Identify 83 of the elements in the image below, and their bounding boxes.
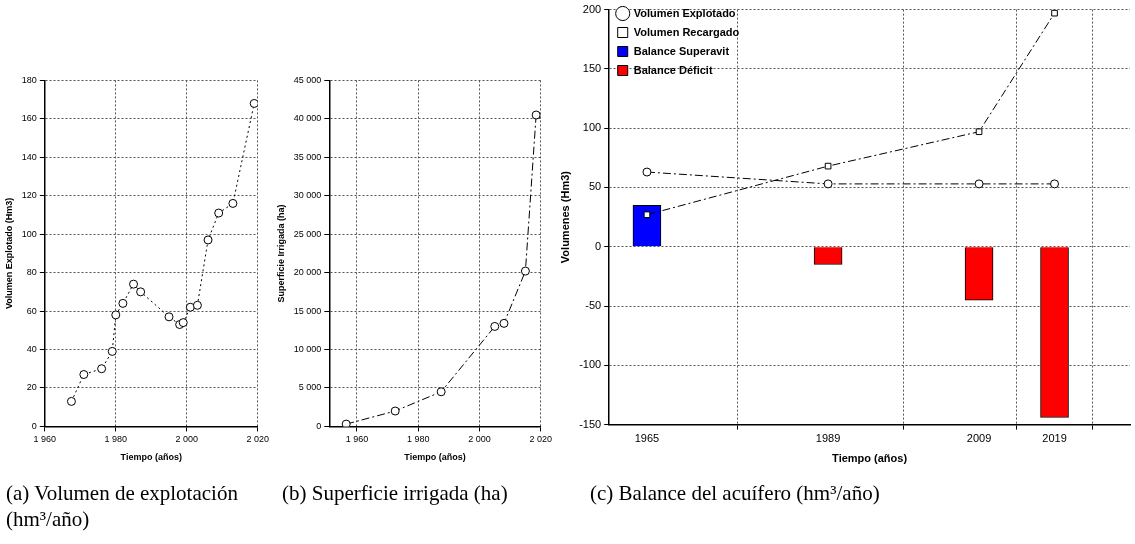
y-tick-label: 30 000 [293, 190, 322, 201]
y-tick-label: 10 000 [293, 344, 322, 354]
text: (c) Balance del acuífero (hm³/año) [590, 480, 881, 506]
y-tick-label: 140 [21, 151, 37, 162]
y-tick-label: 0 [595, 239, 602, 252]
y-tick-label: 40 [26, 344, 37, 354]
x-tick-label: 1 960 [33, 434, 57, 445]
y-tick-label: 35 000 [293, 151, 322, 162]
y-tick-label: 20 [26, 382, 37, 393]
point [643, 211, 651, 219]
y-tick-label: -50 [585, 299, 602, 312]
point [129, 279, 139, 289]
x-tick-label: 1 960 [345, 434, 369, 445]
point [107, 346, 117, 356]
y-tick-label: 150 [582, 61, 602, 74]
y-tick-label: -100 [579, 358, 602, 371]
point [214, 208, 224, 218]
x-tick-label: 2 000 [175, 434, 199, 445]
x-tick-label: 1989 [815, 432, 841, 445]
x-axis-title: Tiempo (años) [832, 452, 908, 465]
point [974, 179, 984, 189]
x-tick-label: 2009 [966, 432, 992, 445]
y-tick-label: -150 [579, 417, 602, 430]
point [520, 266, 530, 276]
x-tick-label: 1 980 [406, 434, 430, 445]
y-tick-label: 50 [588, 180, 602, 193]
text: (b) Superficie irrigada (ha) [282, 480, 509, 506]
point [228, 198, 238, 208]
y-axis-title: Superficie Irrigada (ha) [275, 204, 286, 303]
point [642, 167, 652, 177]
point [136, 287, 146, 297]
point [436, 387, 446, 397]
text: (a) Volumen de explotación (hm³/año) [6, 480, 239, 532]
x-axis-title: Tiempo (años) [404, 452, 466, 463]
y-tick-label: 180 [21, 74, 37, 85]
point [1051, 9, 1058, 17]
point [975, 128, 983, 136]
legend-label: Balance Déficit [633, 63, 713, 76]
point [249, 98, 258, 108]
y-tick-label: 0 [316, 420, 322, 431]
point [97, 364, 107, 374]
point [118, 298, 128, 308]
point [164, 312, 174, 322]
x-tick-label: 2 000 [468, 434, 491, 445]
y-tick-label: 40 000 [293, 113, 322, 124]
legend-label: Volumen Explotado [633, 6, 736, 19]
legend-label: Volumen Recargado [633, 25, 740, 38]
x-tick-label: 2019 [1042, 432, 1067, 445]
y-tick-label: 100 [582, 121, 602, 134]
point [66, 396, 76, 406]
y-tick-label: 60 [26, 305, 37, 316]
y-tick-label: 15 000 [293, 305, 322, 316]
point [79, 370, 89, 379]
y-tick-label: 45 000 [293, 74, 322, 85]
legend-label: Balance Superavit [633, 44, 730, 57]
x-axis-title: Tiempo (años) [120, 452, 182, 463]
y-axis-title: Volumenes (Hm3) [558, 170, 571, 264]
y-tick-label: 5 000 [298, 382, 322, 393]
y-tick-label: 100 [21, 228, 37, 239]
y-tick-label: 20 000 [293, 267, 322, 278]
point [1050, 179, 1060, 189]
point [203, 235, 213, 245]
point [341, 419, 351, 427]
point [824, 162, 832, 170]
point [490, 321, 500, 331]
x-tick-label: 1965 [634, 432, 660, 445]
y-tick-label: 25 000 [293, 228, 322, 239]
point [499, 318, 509, 328]
x-tick-label: 1 980 [104, 434, 128, 445]
y-axis-title: Volumen Explotado (Hm3) [3, 197, 14, 310]
x-tick-label: 2 020 [246, 434, 269, 445]
y-tick-label: 200 [582, 2, 602, 15]
y-tick-label: 0 [31, 420, 37, 431]
point [111, 310, 121, 320]
point [823, 179, 833, 189]
point [192, 300, 202, 310]
point [531, 110, 541, 120]
x-tick-label: 2 020 [529, 434, 552, 445]
y-tick-label: 80 [26, 267, 37, 278]
y-tick-label: 160 [21, 113, 37, 124]
point [390, 406, 400, 416]
point [185, 302, 195, 312]
y-tick-label: 120 [21, 190, 37, 201]
